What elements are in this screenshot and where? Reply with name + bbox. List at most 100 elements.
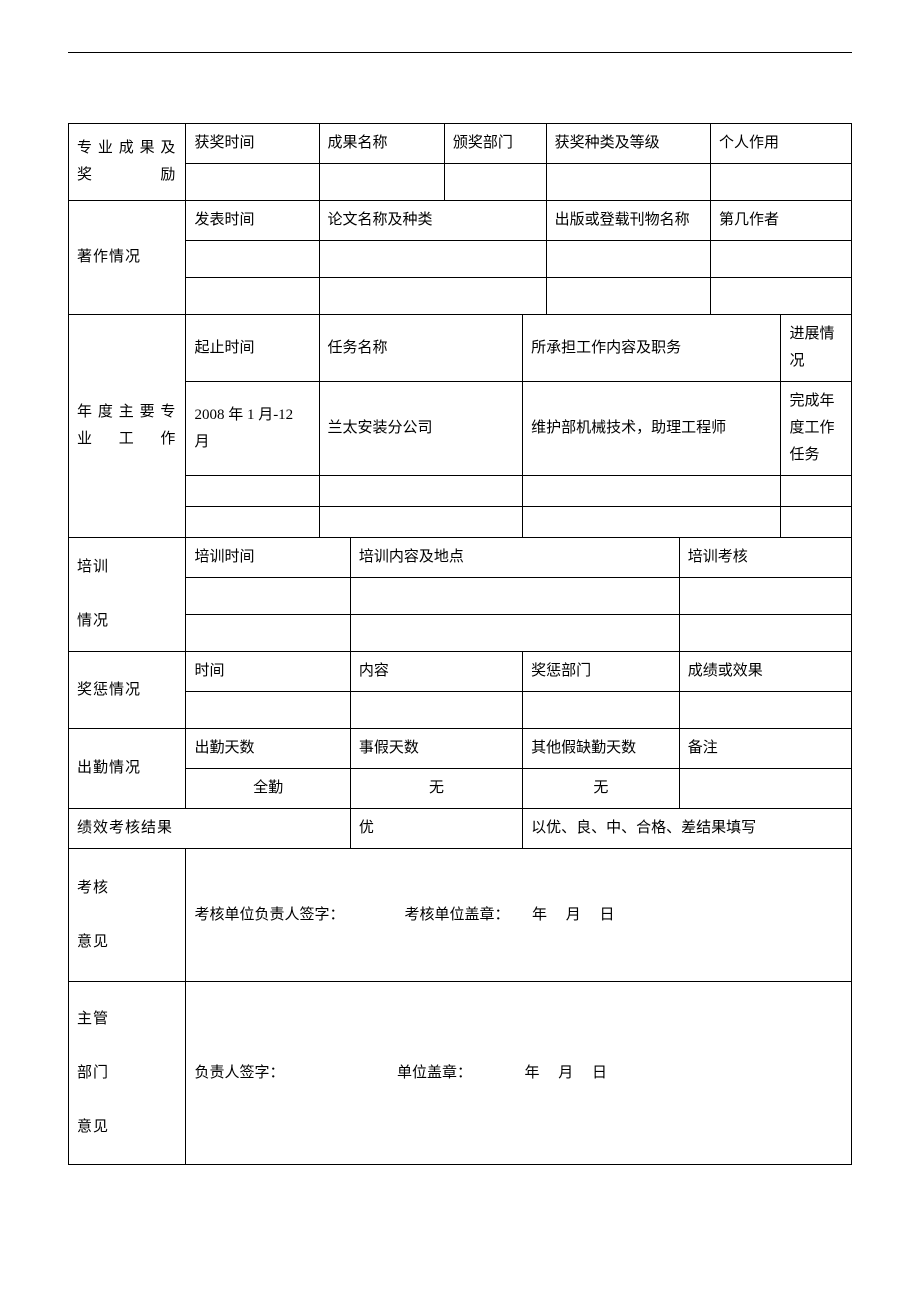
cell [781,476,852,507]
header-leave-days: 事假天数 [350,729,522,769]
cell-work-progress: 完成年度工作任务 [781,382,852,476]
label-line: 部门 [77,1065,109,1081]
table-row [69,278,852,315]
cell [711,241,852,278]
table-row: 考核 意见 考核单位负责人签字： 考核单位盖章： 年 月 日 [69,849,852,982]
section-label-perf-result: 绩效考核结果 [69,809,351,849]
cell-perf-note: 以优、良、中、合格、差结果填写 [523,809,852,849]
section-label-attendance: 出勤情况 [69,729,186,809]
cell [186,615,350,652]
header-training-time: 培训时间 [186,538,350,578]
table-row [69,578,852,615]
dept-opinion-body: 负责人签字： 单位盖章： 年 月 日 [186,982,852,1165]
date-m: 月 [558,1065,573,1081]
section-label-annual-work: 年度主要专业工作 [69,315,186,538]
table-row: 奖惩情况 时间 内容 奖惩部门 成绩或效果 [69,652,852,692]
label-line: 情况 [77,613,109,629]
cell [679,692,851,729]
header-pub-name: 论文名称及种类 [319,201,546,241]
header-pub-journal: 出版或登载刊物名称 [546,201,710,241]
table-row: 专业成果及奖励 获奖时间 成果名称 颁奖部门 获奖种类及等级 个人作用 [69,124,852,164]
cell [523,507,781,538]
cell [711,278,852,315]
cell-attend-note [679,769,851,809]
section-label-reward-punish: 奖惩情况 [69,652,186,729]
header-work-task: 任务名称 [319,315,523,382]
cell [546,164,710,201]
section-label-review-opinion: 考核 意见 [69,849,186,982]
cell-work-content: 维护部机械技术，助理工程师 [523,382,781,476]
table-row: 2008 年 1 月-12 月 兰太安装分公司 维护部机械技术，助理工程师 完成… [69,382,852,476]
header-pub-time: 发表时间 [186,201,319,241]
section-label-training: 培训 情况 [69,538,186,652]
table-row [69,507,852,538]
cell [319,476,523,507]
date-d: 日 [592,1065,607,1081]
section-label-awards: 专业成果及奖励 [69,124,186,201]
cell-attend-days: 全勤 [186,769,350,809]
cell [319,164,444,201]
header-award-role: 个人作用 [711,124,852,164]
date-m: 月 [566,907,581,923]
table-row: 年度主要专业工作 起止时间 任务名称 所承担工作内容及职务 进展情况 [69,315,852,382]
cell [523,692,680,729]
review-opinion-body: 考核单位负责人签字： 考核单位盖章： 年 月 日 [186,849,852,982]
cell [546,241,710,278]
cell-other-absent: 无 [523,769,680,809]
cell-work-period: 2008 年 1 月-12 月 [186,382,319,476]
cell [186,241,319,278]
cell [186,476,319,507]
sig-dept-head: 负责人签字： [194,1065,284,1081]
table-row [69,241,852,278]
cell [781,507,852,538]
date-d: 日 [600,907,615,923]
header-training-content: 培训内容及地点 [350,538,679,578]
table-row [69,615,852,652]
date-y: 年 [532,907,547,923]
label-line: 培训 [77,559,109,575]
header-work-period: 起止时间 [186,315,319,382]
header-award-dept: 颁奖部门 [444,124,546,164]
assessment-form-table: 专业成果及奖励 获奖时间 成果名称 颁奖部门 获奖种类及等级 个人作用 著作情况… [68,123,852,1165]
cell [679,615,851,652]
cell [350,615,679,652]
table-row: 出勤情况 出勤天数 事假天数 其他假缺勤天数 备注 [69,729,852,769]
header-rp-content: 内容 [350,652,522,692]
header-work-progress: 进展情况 [781,315,852,382]
cell [186,692,350,729]
table-row [69,476,852,507]
header-training-result: 培训考核 [679,538,851,578]
header-other-absent: 其他假缺勤天数 [523,729,680,769]
cell [319,241,546,278]
label-line: 意见 [77,1119,109,1135]
table-row: 培训 情况 培训时间 培训内容及地点 培训考核 [69,538,852,578]
section-label-dept-opinion: 主管 部门 意见 [69,982,186,1165]
header-rp-result: 成绩或效果 [679,652,851,692]
table-row [69,692,852,729]
cell [186,507,319,538]
table-row: 绩效考核结果 优 以优、良、中、合格、差结果填写 [69,809,852,849]
cell [679,578,851,615]
cell [523,476,781,507]
table-row [69,164,852,201]
cell [186,578,350,615]
cell [711,164,852,201]
cell [350,692,522,729]
sig-reviewer: 考核单位负责人签字： [194,907,344,923]
cell [319,507,523,538]
label-line: 考核 [77,880,109,896]
table-row: 主管 部门 意见 负责人签字： 单位盖章： 年 月 日 [69,982,852,1165]
header-award-name: 成果名称 [319,124,444,164]
cell [319,278,546,315]
sig-dept-seal: 单位盖章： [397,1065,472,1081]
header-rp-dept: 奖惩部门 [523,652,680,692]
header-pub-author: 第几作者 [711,201,852,241]
header-attend-days: 出勤天数 [186,729,350,769]
cell-leave-days: 无 [350,769,522,809]
cell [444,164,546,201]
section-label-publication: 著作情况 [69,201,186,315]
cell-perf-value: 优 [350,809,522,849]
page-top-rule [68,52,852,53]
header-award-type: 获奖种类及等级 [546,124,710,164]
cell [186,278,319,315]
